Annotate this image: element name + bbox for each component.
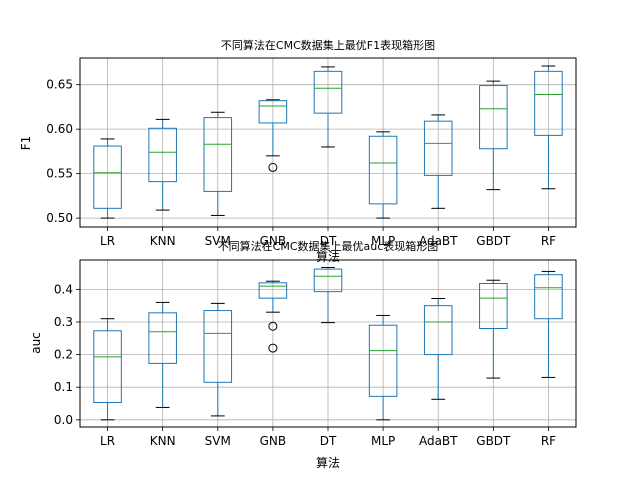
f1-y-axis: 0.50 0.55 0.60 0.65: [46, 78, 80, 225]
f1-box-svm: [203, 111, 233, 216]
auc-y-tick-label: 0.0: [54, 413, 73, 427]
auc-x-tick-label: DT: [320, 434, 337, 448]
auc-iqr-box: [534, 274, 563, 320]
auc-boxplot-chart: 不同算法在CMC数据集上最优auc表现箱形图 0.0 0.1 0.2 0.3 0.4 L…: [29, 239, 577, 470]
auc-box-gbdt: [479, 279, 508, 379]
auc-y-axis: 0.0 0.1 0.2 0.3 0.4: [54, 282, 80, 427]
auc-iqr-box: [313, 268, 343, 293]
f1-iqr-box: [313, 70, 343, 114]
f1-y-tick-label: 0.65: [46, 78, 73, 92]
auc-x-tick-label: AdaBT: [419, 434, 458, 448]
f1-boxes: [93, 65, 563, 219]
auc-iqr-box: [203, 310, 233, 383]
f1-box-dt: [313, 66, 343, 148]
auc-iqr-box: [258, 282, 288, 299]
auc-x-tick-label: MLP: [371, 434, 395, 448]
auc-box-svm: [203, 302, 233, 417]
auc-x-axis: LR KNN SVM GNB DT MLP AdaBT GBDT RF: [100, 427, 556, 448]
f1-box-gnb: [258, 99, 288, 172]
auc-x-tick-label: GBDT: [476, 434, 511, 448]
f1-chart-title: 不同算法在CMC数据集上最优F1表现箱形图: [221, 38, 435, 52]
auc-iqr-box: [368, 324, 398, 397]
f1-iqr-box: [93, 145, 122, 209]
f1-x-tick-label: GBDT: [476, 234, 511, 248]
f1-x-tick-label: LR: [100, 234, 115, 248]
f1-x-axis: LR KNN SVM GNB DT MLP AdaBT GBDT RF: [100, 227, 556, 248]
auc-x-tick-label: SVM: [205, 434, 231, 448]
f1-iqr-box: [368, 135, 398, 205]
auc-y-tick-label: 0.2: [54, 348, 73, 362]
f1-x-tick-label: GNB: [260, 234, 287, 248]
auc-iqr-box: [148, 312, 177, 364]
auc-x-tick-label: GNB: [260, 434, 287, 448]
f1-outlier-point: [268, 162, 278, 172]
auc-outlier-point: [268, 321, 278, 331]
f1-box-gbdt: [479, 80, 508, 191]
auc-box-adabt: [423, 297, 453, 400]
auc-boxes: [93, 267, 563, 421]
f1-boxplot-chart: 不同算法在CMC数据集上最优F1表现箱形图 0.50 0.55 0.60 0.65 L…: [19, 38, 577, 264]
auc-y-axis-title: auc: [29, 332, 43, 354]
auc-x-axis-title: 算法: [316, 455, 340, 470]
auc-box-mlp: [368, 314, 398, 421]
f1-iqr-box: [148, 127, 177, 183]
auc-y-tick-label: 0.1: [54, 380, 73, 394]
auc-box-knn: [148, 301, 177, 408]
f1-y-tick-label: 0.50: [46, 211, 73, 225]
auc-iqr-box: [479, 282, 508, 329]
f1-x-tick-label: MLP: [371, 234, 395, 248]
auc-iqr-box: [423, 305, 453, 356]
f1-box-adabt: [423, 114, 453, 209]
auc-x-tick-label: LR: [100, 434, 115, 448]
f1-box-knn: [148, 118, 177, 211]
f1-iqr-box: [423, 120, 453, 176]
auc-y-tick-label: 0.4: [54, 282, 73, 296]
auc-x-tick-label: KNN: [150, 434, 176, 448]
f1-x-tick-label: AdaBT: [419, 234, 458, 248]
f1-x-tick-label: KNN: [150, 234, 176, 248]
f1-iqr-box: [479, 85, 508, 150]
f1-y-tick-label: 0.60: [46, 122, 73, 136]
auc-box-rf: [534, 270, 563, 378]
f1-box-rf: [534, 65, 563, 190]
f1-y-axis-title: F1: [19, 136, 33, 151]
f1-y-tick-label: 0.55: [46, 167, 73, 181]
f1-x-tick-label: RF: [541, 234, 556, 248]
f1-iqr-box: [203, 117, 233, 192]
auc-box-dt: [313, 267, 343, 324]
auc-chart-title: 不同算法在CMC数据集上最优auc表现箱形图: [218, 239, 439, 253]
auc-y-tick-label: 0.3: [54, 315, 73, 329]
f1-iqr-box: [534, 70, 563, 136]
f1-iqr-box: [258, 100, 288, 124]
f1-box-lr: [93, 138, 122, 219]
auc-x-tick-label: RF: [541, 434, 556, 448]
f1-box-mlp: [368, 131, 398, 219]
auc-grid: [80, 260, 576, 427]
auc-iqr-box: [93, 330, 122, 404]
f1-x-tick-label: DT: [320, 234, 337, 248]
auc-box-gnb: [258, 280, 288, 353]
f1-x-tick-label: SVM: [205, 234, 231, 248]
auc-box-lr: [93, 318, 122, 421]
auc-outlier-point: [268, 343, 278, 353]
